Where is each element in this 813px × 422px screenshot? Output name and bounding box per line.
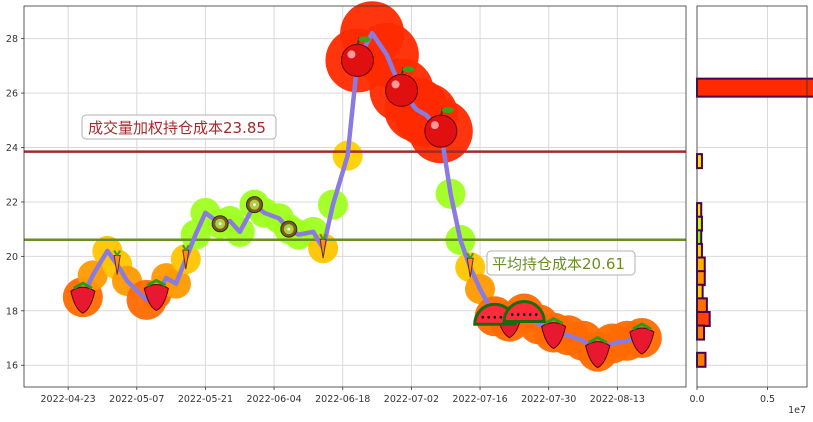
x-tick-label: 2022-05-21 [178, 394, 233, 405]
histogram-bar [696, 153, 703, 170]
x-tick-label: 2022-05-07 [109, 394, 164, 405]
carrot-icon [466, 252, 475, 278]
histogram-background [697, 6, 807, 387]
plot-frame [23, 5, 687, 388]
y-tick-label: 22 [6, 197, 18, 208]
fruit-markers [70, 36, 655, 369]
strawberry-icon [541, 316, 567, 350]
x-tick-label: 2022-06-18 [315, 394, 370, 405]
x-tick-label: 2022-04-23 [41, 394, 96, 405]
x-tick-label: 2022-07-02 [384, 394, 439, 405]
y-tick-label: 16 [6, 361, 18, 372]
histogram-bar [696, 215, 703, 232]
histogram-bar [696, 229, 703, 246]
kiwi-icon [211, 215, 229, 233]
reference-lines [24, 150, 686, 242]
vwap-cost-label: 成交量加权持仓成本23.85 [81, 114, 277, 140]
histogram-bar [696, 351, 707, 368]
y-tick-label: 28 [6, 34, 18, 45]
strawberry-icon [629, 322, 655, 355]
main-axes: 16 18 20 22 24 26 28 2022-04-23 2022-05-07 2022-0… [6, 5, 687, 405]
histogram-axes: 0.0 0.5 1e7 [689, 5, 808, 416]
apple-icon [340, 36, 374, 77]
apple-icon [385, 66, 419, 107]
avg-cost-text: 平均持仓成本20.61 [492, 255, 625, 273]
y-tick-label: 20 [6, 252, 18, 263]
carrot-icon [181, 244, 190, 270]
y-tick-label: 26 [6, 89, 18, 100]
histogram-bar [696, 310, 711, 327]
y-tick-label: 18 [6, 306, 18, 317]
strawberry-icon [143, 278, 169, 312]
histogram-grid [696, 6, 807, 387]
apple-icon [424, 107, 458, 148]
histogram-bar [696, 77, 813, 98]
hist-x-tick-label: 0.0 [689, 394, 704, 405]
histogram-bar [696, 202, 703, 219]
x-tick-label: 2022-06-04 [246, 394, 301, 405]
carrot-icon [319, 233, 327, 259]
x-tick-label: 2022-07-30 [521, 394, 576, 405]
x-tick-label: 2022-07-16 [452, 394, 507, 405]
histogram-bar [696, 324, 706, 341]
avg-cost-label: 平均持仓成本20.61 [486, 250, 636, 276]
hist-exponent-label: 1e7 [788, 405, 806, 416]
histogram-bar [696, 270, 706, 287]
histogram-bar [696, 297, 708, 314]
histogram-bar [696, 283, 704, 300]
hist-x-tick-label: 0.5 [760, 394, 775, 405]
histogram-bar [696, 256, 706, 273]
histogram-bar [696, 242, 703, 259]
histogram-frame [696, 5, 808, 388]
vwap-cost-text: 成交量加权持仓成本23.85 [88, 119, 266, 137]
strawberry-icon [585, 335, 611, 369]
kiwi-icon [245, 196, 263, 214]
carrot-icon [113, 250, 122, 275]
strawberry-icon [70, 281, 96, 314]
kiwi-icon [280, 220, 298, 238]
y-tick-label: 24 [6, 143, 18, 154]
watermelon-icon [502, 300, 546, 324]
x-tick-label: 2022-08-13 [590, 394, 645, 405]
